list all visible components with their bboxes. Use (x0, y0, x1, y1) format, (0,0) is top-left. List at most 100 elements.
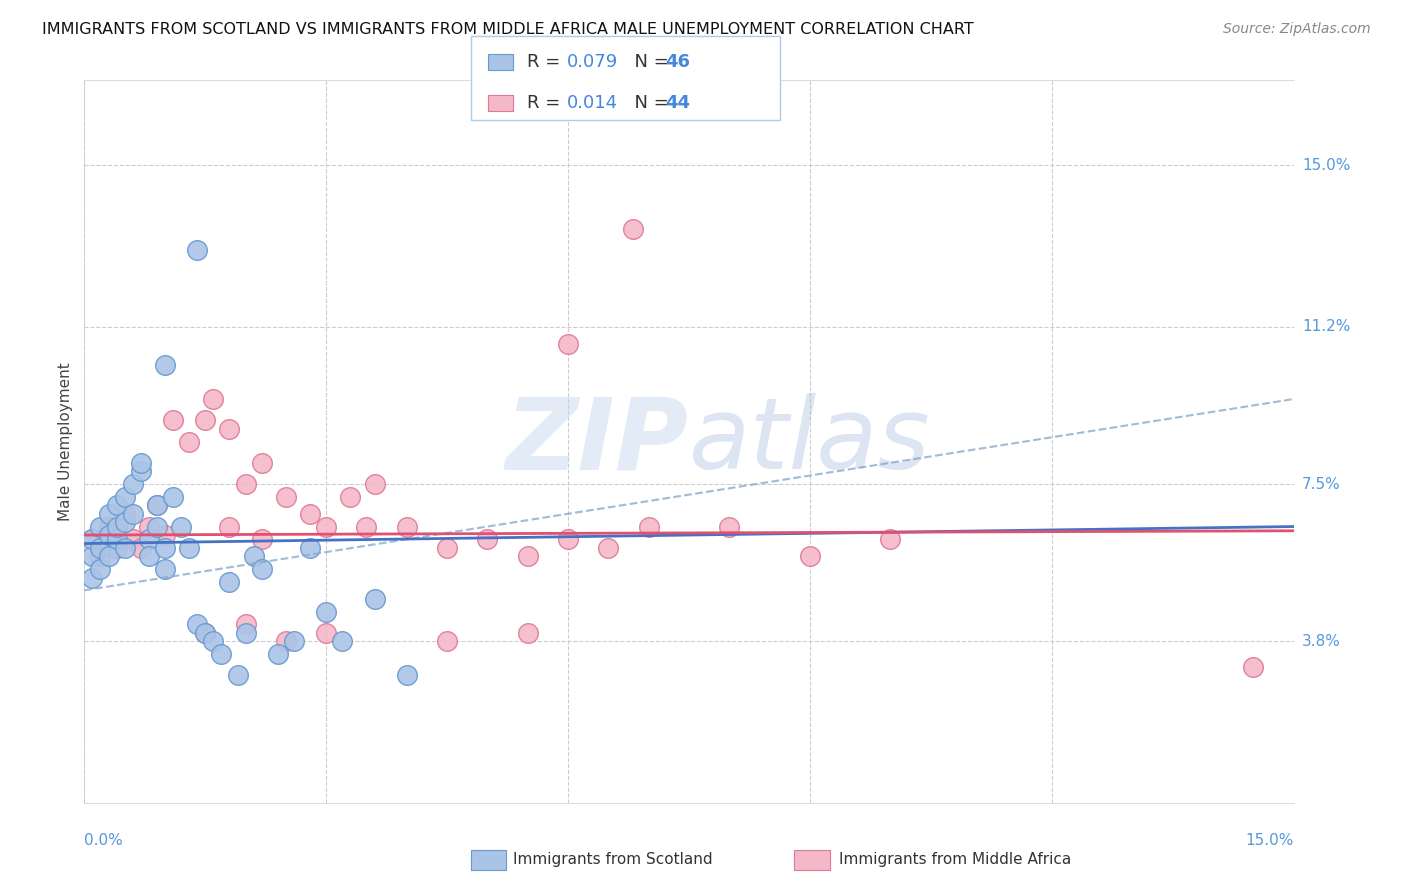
Point (129, 456, 152, 470)
Point (250, 562, 273, 576)
Point (162, 490, 184, 504)
Point (146, 519, 169, 533)
Point (146, 498, 169, 512)
Point (598, 541, 620, 555)
Point (395, 668, 418, 682)
Point (235, 477, 257, 491)
Point (89, 549, 111, 564)
Point (138, 519, 160, 533)
Text: 3.8%: 3.8% (1302, 634, 1341, 648)
Point (879, 533, 901, 547)
Point (799, 549, 821, 564)
Point (356, 519, 378, 533)
Point (436, 541, 458, 555)
Point (202, 634, 225, 648)
Point (194, 625, 217, 640)
Y-axis label: Male Unemployment: Male Unemployment (58, 362, 73, 521)
Point (242, 549, 264, 564)
Text: 15.0%: 15.0% (1302, 158, 1350, 173)
Point (218, 519, 240, 533)
Point (105, 533, 128, 547)
Text: 46: 46 (665, 53, 690, 70)
Point (114, 507, 136, 521)
Point (179, 541, 201, 555)
Point (283, 634, 305, 648)
Point (82, 570, 104, 584)
Point (186, 244, 208, 258)
Point (138, 533, 160, 547)
Text: Source: ZipAtlas.com: Source: ZipAtlas.com (1223, 22, 1371, 37)
Point (218, 422, 240, 436)
Point (97, 507, 120, 521)
Point (218, 574, 240, 589)
Text: R =: R = (527, 94, 567, 112)
Point (153, 562, 176, 576)
Text: atlas: atlas (689, 393, 931, 490)
Point (114, 490, 136, 504)
Point (299, 541, 322, 555)
Text: Immigrants from Scotland: Immigrants from Scotland (513, 853, 713, 867)
Point (226, 668, 249, 682)
Text: N =: N = (623, 94, 675, 112)
Text: 0.0%: 0.0% (84, 833, 124, 848)
Point (82, 533, 104, 547)
Text: 0.014: 0.014 (567, 94, 617, 112)
Point (105, 519, 128, 533)
Point (129, 541, 152, 555)
Point (274, 490, 297, 504)
Point (274, 634, 297, 648)
Point (299, 507, 322, 521)
Point (179, 434, 201, 449)
Point (97, 519, 120, 533)
Point (121, 507, 143, 521)
Point (363, 477, 385, 491)
Text: IMMIGRANTS FROM SCOTLAND VS IMMIGRANTS FROM MIDDLE AFRICA MALE UNEMPLOYMENT CORR: IMMIGRANTS FROM SCOTLAND VS IMMIGRANTS F… (42, 22, 974, 37)
Point (557, 336, 579, 351)
Point (315, 625, 337, 640)
Point (202, 392, 225, 406)
Point (97, 528, 120, 542)
Point (114, 516, 136, 530)
Point (516, 625, 538, 640)
Text: ZIP: ZIP (506, 393, 689, 490)
Point (315, 605, 337, 619)
Point (235, 617, 257, 632)
Point (153, 541, 176, 555)
Point (330, 634, 353, 648)
Point (395, 519, 418, 533)
Point (250, 533, 273, 547)
Point (121, 477, 143, 491)
Point (89, 562, 111, 576)
Point (186, 617, 208, 632)
Text: 11.2%: 11.2% (1302, 319, 1350, 334)
Point (194, 413, 217, 427)
Text: R =: R = (527, 53, 567, 70)
Text: 44: 44 (665, 94, 690, 112)
Point (477, 533, 499, 547)
Point (105, 541, 128, 555)
Point (436, 634, 458, 648)
Point (209, 647, 232, 661)
Point (339, 490, 361, 504)
Point (89, 519, 111, 533)
Point (162, 413, 184, 427)
Point (97, 549, 120, 564)
Point (82, 549, 104, 564)
Point (170, 519, 193, 533)
Point (114, 541, 136, 555)
Text: Immigrants from Middle Africa: Immigrants from Middle Africa (839, 853, 1071, 867)
Point (267, 647, 290, 661)
Text: 0.079: 0.079 (567, 53, 617, 70)
Point (516, 549, 538, 564)
Point (250, 456, 273, 470)
Text: 7.5%: 7.5% (1302, 476, 1340, 491)
Point (194, 625, 217, 640)
Point (315, 519, 337, 533)
Point (637, 519, 659, 533)
Point (121, 533, 143, 547)
Point (105, 498, 128, 512)
Point (82, 533, 104, 547)
Text: 15.0%: 15.0% (1246, 833, 1294, 848)
Point (138, 549, 160, 564)
Point (621, 222, 644, 236)
